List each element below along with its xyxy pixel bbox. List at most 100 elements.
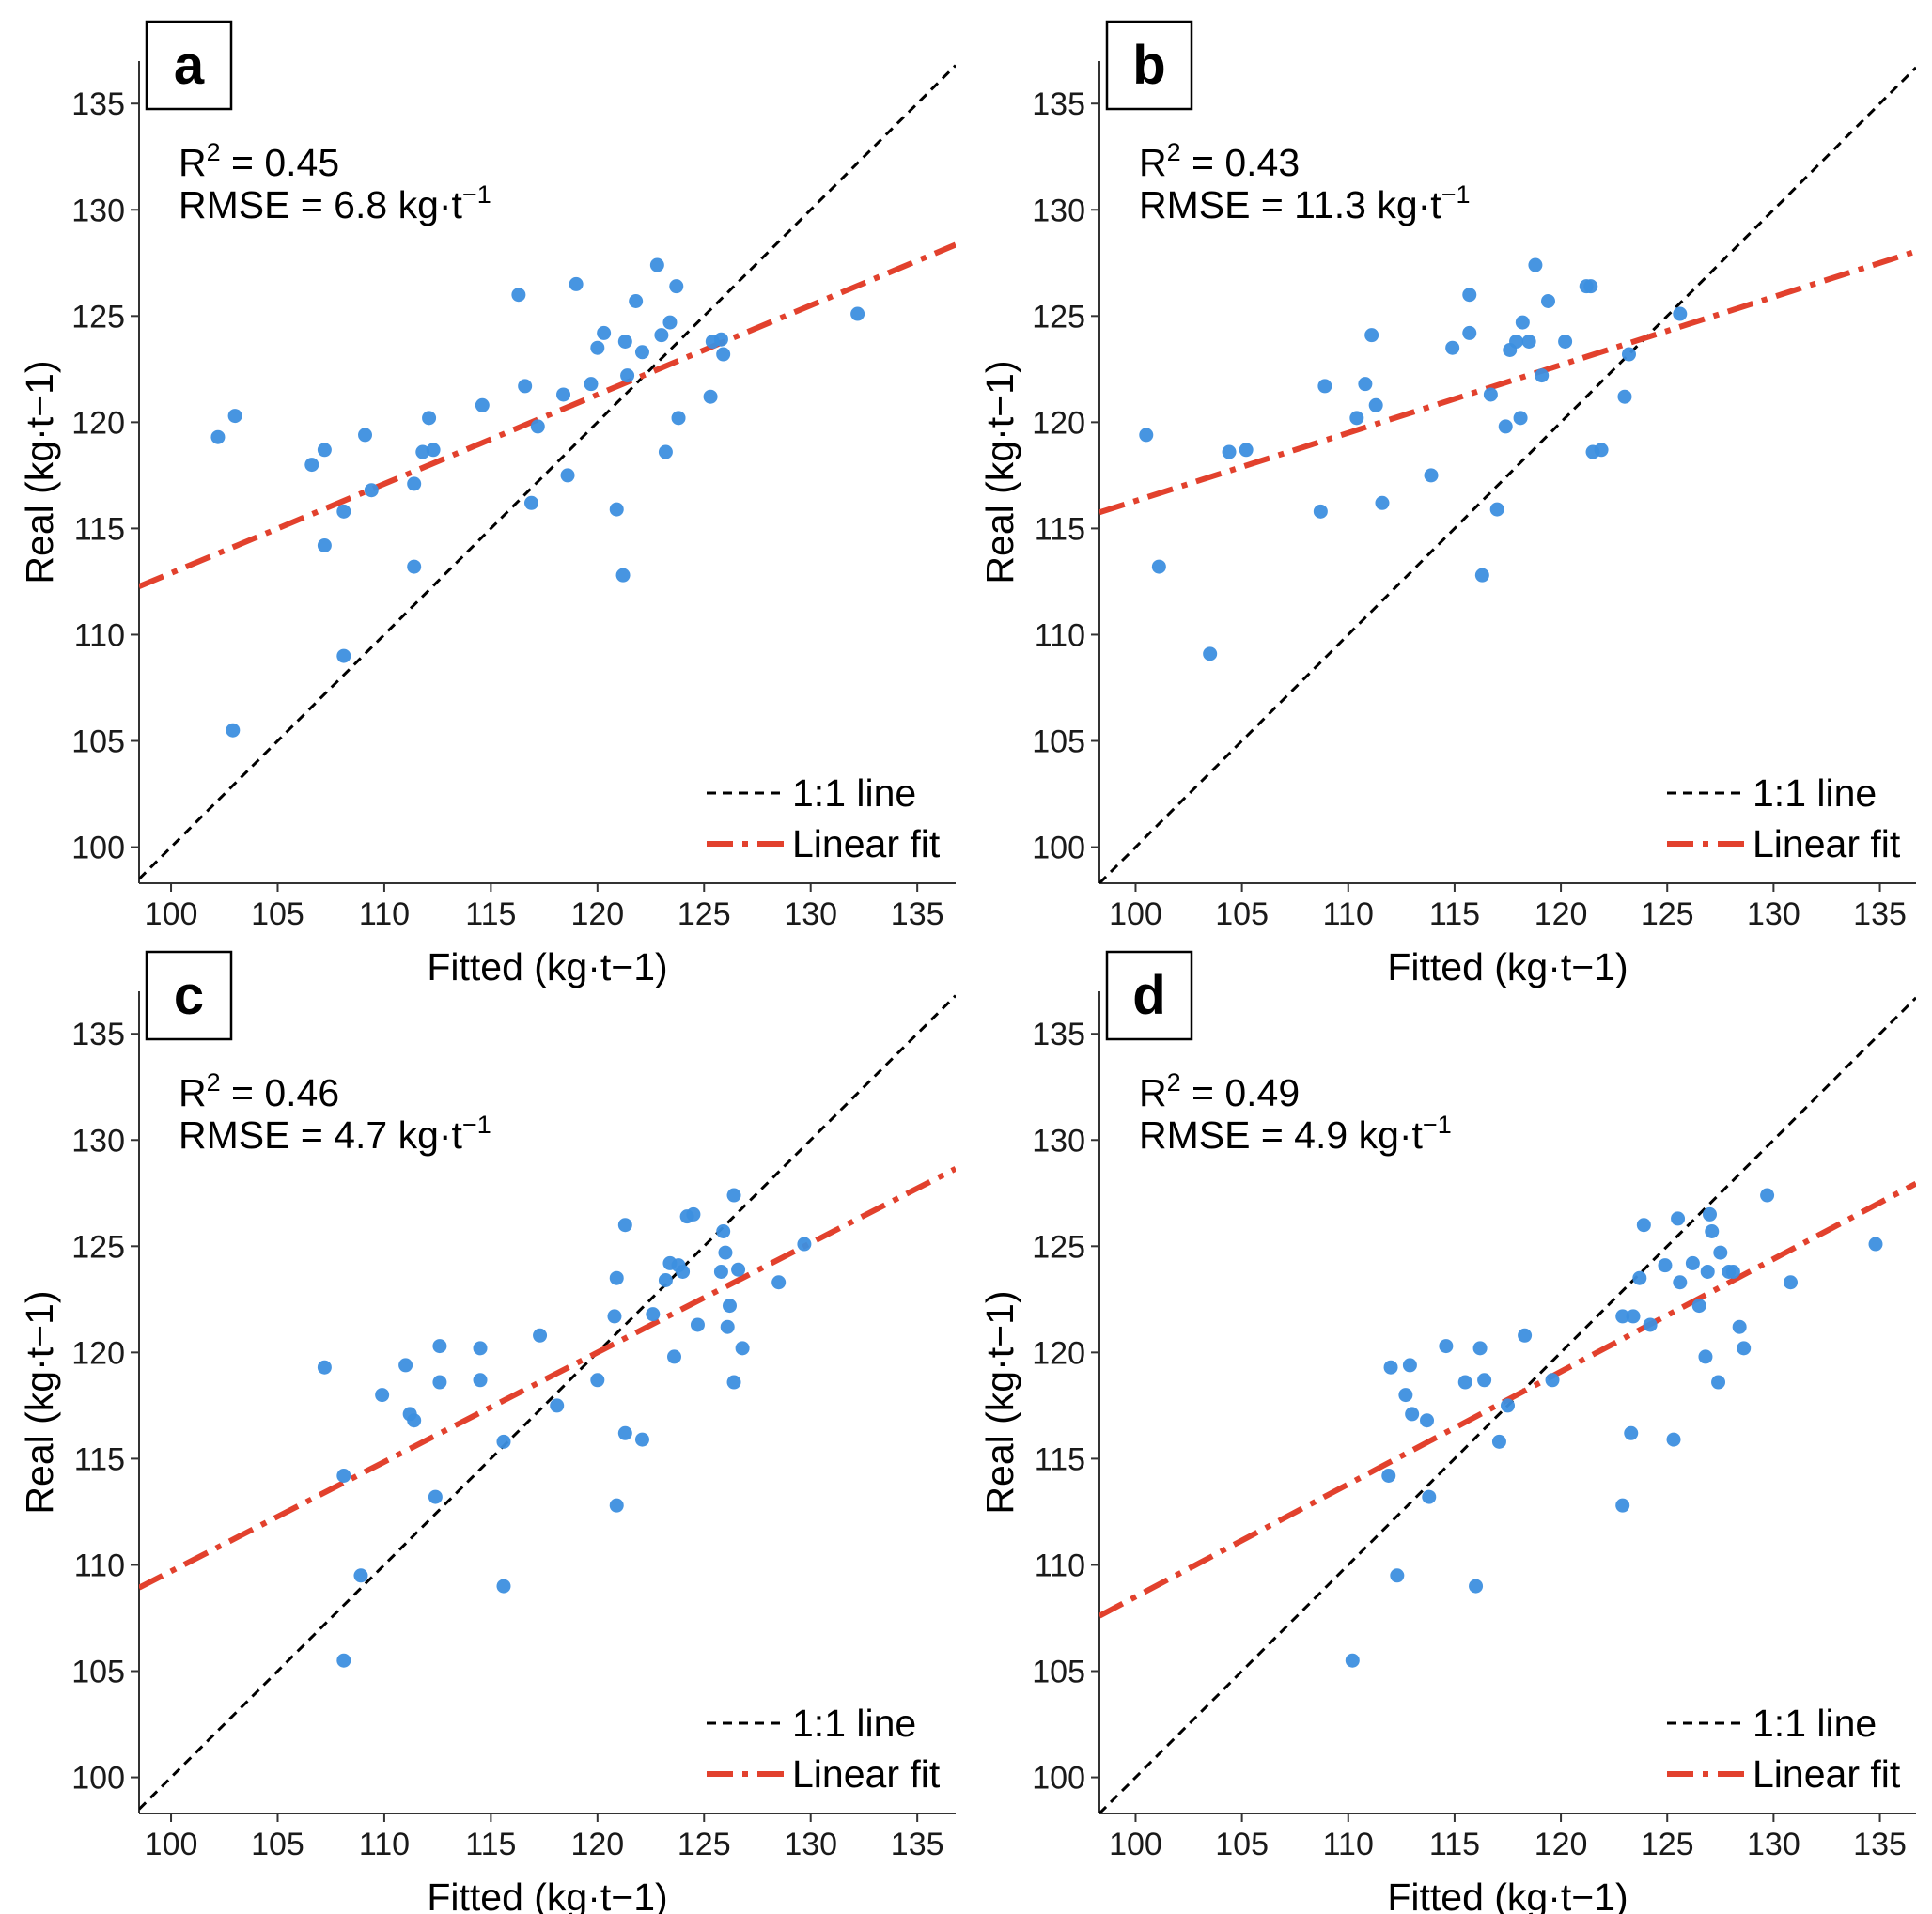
- data-point: [426, 443, 441, 458]
- y-tick-label: 130: [71, 193, 125, 228]
- y-tick-label: 125: [1032, 299, 1085, 335]
- y-axis-title: Real (kg·t−1): [978, 1290, 1021, 1514]
- x-tick-label: 125: [678, 1827, 731, 1862]
- data-point: [617, 1425, 632, 1440]
- data-point: [1501, 1398, 1515, 1413]
- data-point: [1368, 397, 1383, 412]
- data-point: [1317, 379, 1332, 394]
- y-tick-label: 130: [1032, 1123, 1085, 1159]
- data-point: [1313, 504, 1328, 519]
- x-tick-label: 130: [1747, 1827, 1800, 1862]
- data-point: [1474, 568, 1489, 583]
- x-tick-label: 105: [1215, 896, 1269, 932]
- data-point: [560, 468, 575, 483]
- x-tick-label: 130: [1747, 896, 1800, 932]
- data-point: [1402, 1358, 1417, 1373]
- data-point: [1528, 257, 1543, 272]
- data-point: [1477, 1373, 1492, 1388]
- data-point: [556, 387, 571, 402]
- data-point: [1702, 1206, 1717, 1222]
- legend: 1:1 line Linear fit: [707, 771, 941, 865]
- x-tick-label: 135: [1853, 896, 1907, 932]
- data-point: [1725, 1264, 1740, 1279]
- data-point: [1420, 1413, 1435, 1428]
- data-point: [1422, 1489, 1437, 1504]
- linear-fit-line: [1099, 248, 1916, 516]
- data-point: [407, 476, 422, 491]
- y-tick-label: 120: [1032, 405, 1085, 441]
- data-point: [415, 444, 430, 459]
- rmse-text: RMSE = 6.8 kg·t−1: [179, 180, 491, 226]
- data-point: [496, 1579, 511, 1594]
- data-point: [1705, 1223, 1720, 1238]
- data-point: [1700, 1264, 1715, 1279]
- data-point: [1405, 1407, 1420, 1422]
- data-point: [353, 1568, 368, 1583]
- x-tick-label: 110: [359, 1827, 410, 1862]
- data-point: [1222, 444, 1237, 459]
- data-point: [530, 419, 545, 434]
- data-point: [1489, 502, 1504, 517]
- data-point: [797, 1237, 812, 1252]
- data-point: [646, 1307, 661, 1322]
- panel-label: c: [174, 965, 204, 1026]
- data-point: [1139, 428, 1154, 443]
- data-point: [226, 723, 241, 738]
- data-point: [407, 1413, 422, 1428]
- data-point: [609, 502, 624, 517]
- data-point: [317, 538, 332, 553]
- data-point: [1594, 443, 1609, 458]
- data-point: [671, 411, 686, 426]
- data-point: [1545, 1373, 1560, 1388]
- x-tick-label: 100: [145, 1827, 198, 1862]
- data-point: [731, 1262, 746, 1277]
- data-point: [511, 288, 526, 303]
- data-point: [713, 1264, 728, 1279]
- data-point: [1673, 306, 1688, 321]
- linear-fit-line: [139, 1166, 956, 1591]
- x-tick-label: 125: [1641, 896, 1694, 932]
- data-point: [1457, 1375, 1472, 1390]
- data-point: [718, 1245, 733, 1260]
- y-tick-label: 115: [74, 1441, 125, 1477]
- data-point: [617, 1218, 632, 1233]
- data-point: [1643, 1317, 1658, 1332]
- rmse-text: RMSE = 4.9 kg·t−1: [1139, 1111, 1452, 1157]
- data-point: [1760, 1188, 1775, 1203]
- data-point: [473, 1373, 488, 1388]
- rmse-text: RMSE = 11.3 kg·t−1: [1139, 180, 1470, 226]
- x-axis-title: Fitted (kg·t−1): [1387, 945, 1628, 988]
- y-tick-label: 135: [1032, 86, 1085, 122]
- data-point: [690, 1317, 705, 1332]
- data-point: [1462, 325, 1477, 340]
- data-point: [336, 1469, 351, 1484]
- data-point: [210, 429, 226, 444]
- legend-fit-label: Linear fit: [1753, 822, 1901, 865]
- data-point: [1513, 411, 1528, 426]
- lines-layer: [1099, 66, 1916, 883]
- data-point: [1732, 1319, 1747, 1334]
- data-point: [336, 504, 351, 519]
- y-tick-label: 135: [71, 1017, 125, 1052]
- y-tick-label: 135: [71, 86, 125, 122]
- y-axis-title: Real (kg·t−1): [18, 360, 61, 584]
- y-tick-label: 100: [71, 1761, 125, 1797]
- x-tick-label: 110: [1323, 1827, 1374, 1862]
- x-tick-label: 115: [1429, 896, 1480, 932]
- data-point: [584, 377, 599, 392]
- data-point: [1540, 293, 1555, 308]
- data-point: [713, 332, 728, 347]
- data-point: [407, 559, 422, 574]
- panel-label-box: [1105, 950, 1193, 1041]
- data-point: [620, 368, 635, 383]
- y-tick-label: 105: [1032, 724, 1085, 760]
- y-axis-title: Real (kg·t−1): [978, 360, 1021, 584]
- data-point: [550, 1398, 565, 1413]
- legend-identity-label: 1:1 line: [792, 1702, 916, 1745]
- data-point: [850, 306, 865, 321]
- x-tick-label: 130: [784, 1827, 837, 1862]
- r-squared-text: R2 = 0.43: [1139, 138, 1300, 184]
- panel-label-box: [145, 950, 233, 1041]
- data-point: [662, 315, 678, 330]
- legend-fit-label: Linear fit: [792, 822, 941, 865]
